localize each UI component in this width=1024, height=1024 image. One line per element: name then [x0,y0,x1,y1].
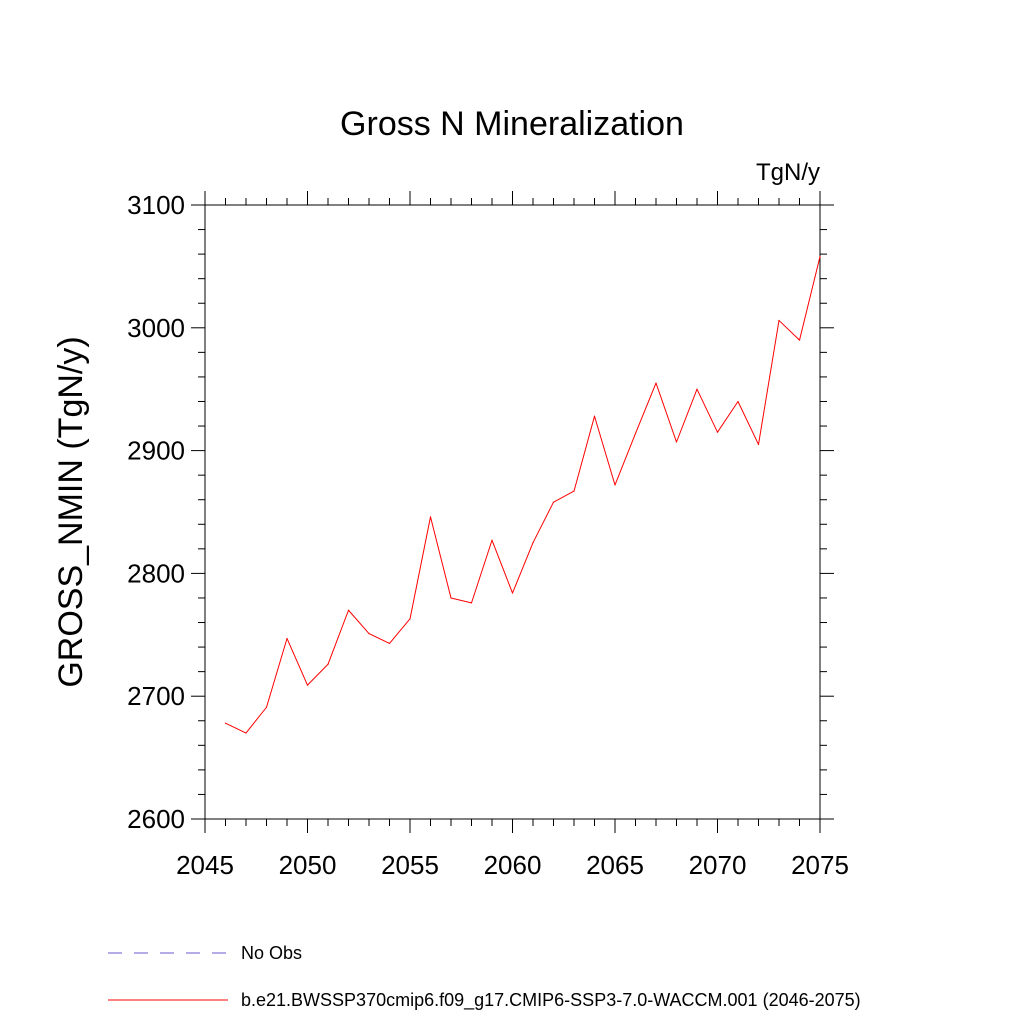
data-point [778,319,780,322]
legend: No Obs b.e21.BWSSP370cmip6.f09_g17.CMIP6… [108,943,861,1011]
plot-border [204,204,821,820]
data-point [306,684,309,686]
y-axis: 2600 2700 2800 2900 3000 3100 [127,190,834,834]
units-label: TgN/y [756,159,820,186]
series-line-0 [225,256,821,734]
data-point [716,431,719,433]
data-point [614,484,616,486]
x-tick-label: 2065 [586,850,644,880]
x-tick-label: 2060 [484,850,542,880]
data-point [532,542,534,544]
y-tick-label: 2700 [127,681,185,711]
x-axis: 2045 2050 2055 2060 2065 2070 2075 [176,191,849,880]
y-tick-label: 3000 [127,313,185,343]
data-point [819,255,821,258]
data-point [470,602,473,604]
data-point [573,490,575,492]
data-point [552,501,555,503]
data-point [757,443,760,446]
data-point [798,339,801,341]
series-layer [224,255,821,734]
y-axis-label: GROSS_NMIN (TgN/y) [52,336,90,687]
data-point [634,432,637,435]
data-point [368,632,370,635]
data-point [265,706,268,708]
data-point [675,441,678,443]
data-point [655,382,657,384]
data-point [737,400,739,403]
y-tick-label: 3100 [127,190,185,220]
data-point [245,732,247,734]
data-point [388,642,391,644]
data-point [409,618,411,620]
x-tick-label: 2055 [381,850,439,880]
y-tick-label: 2800 [127,558,185,588]
data-point [511,592,514,594]
x-tick-label: 2070 [689,850,747,880]
data-point [491,539,493,541]
chart-title: Gross N Mineralization [340,105,684,143]
data-point [327,663,329,665]
x-tick-label: 2050 [279,850,337,880]
data-point [429,516,432,518]
plot-frame [204,204,821,820]
legend-label-series: b.e21.BWSSP370cmip6.f09_g17.CMIP6-SSP3-7… [241,990,861,1011]
data-point [593,415,596,417]
y-tick-label: 2600 [127,804,185,834]
data-point [286,637,288,640]
x-tick-label: 2075 [791,850,849,880]
data-point [224,722,227,724]
x-tick-label: 2045 [176,850,234,880]
legend-label-no-obs: No Obs [241,943,302,963]
data-point [347,609,350,611]
y-tick-label: 2900 [127,436,185,466]
data-point [450,597,452,599]
data-point [696,388,698,390]
